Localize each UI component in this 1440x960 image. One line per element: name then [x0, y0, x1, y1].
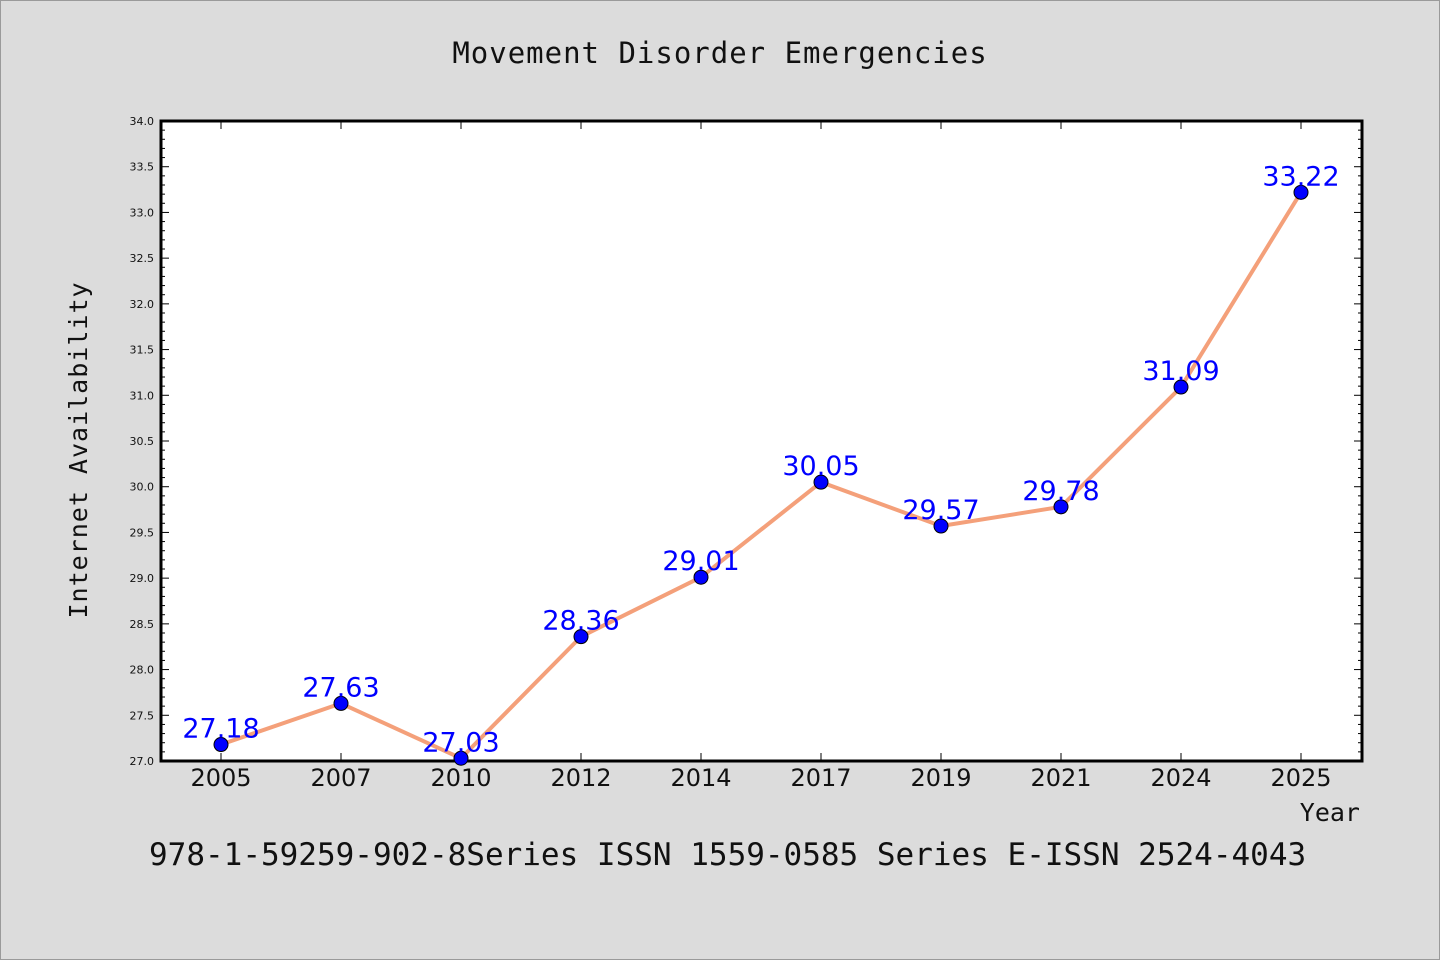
- data-label: 33.22: [1262, 161, 1339, 192]
- series-polyline: [220, 191, 1303, 761]
- x-tick-label: 2010: [430, 764, 491, 792]
- y-tick-label: 31.5: [130, 344, 155, 357]
- y-tick-label: 29.0: [130, 572, 155, 585]
- x-tick-label: 2007: [310, 764, 371, 792]
- data-point: [693, 569, 709, 585]
- y-tick-label: 29.5: [130, 526, 155, 539]
- data-point: [453, 750, 469, 766]
- data-label: 27.03: [422, 727, 499, 758]
- data-label: 29.57: [902, 495, 979, 526]
- y-tick-label: 34.0: [130, 115, 155, 128]
- plot-area: [159, 119, 1364, 763]
- data-label: 27.18: [182, 714, 259, 745]
- data-markers: [213, 184, 1309, 766]
- footer-isbn-issn: 978-1-59259-902-8Series ISSN 1559-0585 S…: [149, 837, 1306, 873]
- data-point: [573, 629, 589, 645]
- data-point: [933, 518, 949, 534]
- data-point: [333, 695, 349, 711]
- y-tick-label: 27.0: [130, 755, 155, 768]
- x-tick-label: 2019: [910, 764, 971, 792]
- y-tick-label: 28.5: [130, 618, 155, 631]
- data-label: 27.63: [302, 672, 379, 703]
- data-label: 30.05: [782, 451, 859, 482]
- data-label: 29.78: [1022, 476, 1099, 507]
- y-axis-label: Internet Availability: [64, 281, 93, 618]
- y-tick-label: 32.5: [130, 252, 155, 265]
- x-tick-label: 2012: [550, 764, 611, 792]
- x-tick-label: 2024: [1150, 764, 1211, 792]
- x-tick-label: 2017: [790, 764, 851, 792]
- data-label: 31.09: [1142, 356, 1219, 387]
- y-axis-ticks: 27.0 27.5 28.0 28.5 29.0 29.5 30.0 30.5 31.0 31.5…: [130, 115, 1362, 768]
- x-tick-label: 2021: [1030, 764, 1091, 792]
- data-label: 29.01: [662, 546, 739, 577]
- data-point: [1173, 379, 1189, 395]
- x-axis-label: Year: [1300, 798, 1360, 827]
- data-point: [1293, 184, 1309, 200]
- x-tick-label: 2005: [190, 764, 251, 792]
- y-tick-label: 30.5: [130, 435, 155, 448]
- data-point: [213, 737, 229, 753]
- y-tick-label: 31.0: [130, 389, 155, 402]
- x-tick-label: 2014: [670, 764, 731, 792]
- data-point: [1053, 499, 1069, 515]
- chart-title: Movement Disorder Emergencies: [452, 36, 987, 70]
- y-tick-label: 33.5: [130, 161, 155, 174]
- data-label: 28.36: [542, 606, 619, 637]
- y-tick-label: 30.0: [130, 481, 155, 494]
- y-tick-label: 33.0: [130, 206, 155, 219]
- y-tick-label: 27.5: [130, 709, 155, 722]
- y-tick-label: 28.0: [130, 664, 155, 677]
- data-point: [813, 474, 829, 490]
- series-line: [220, 191, 1303, 761]
- data-labels: 27.18 27.63 27.03 28.36 29.01 30.05 29.57 29.78…: [182, 161, 1339, 758]
- y-tick-label: 32.0: [130, 298, 155, 311]
- x-tick-label: 2025: [1270, 764, 1331, 792]
